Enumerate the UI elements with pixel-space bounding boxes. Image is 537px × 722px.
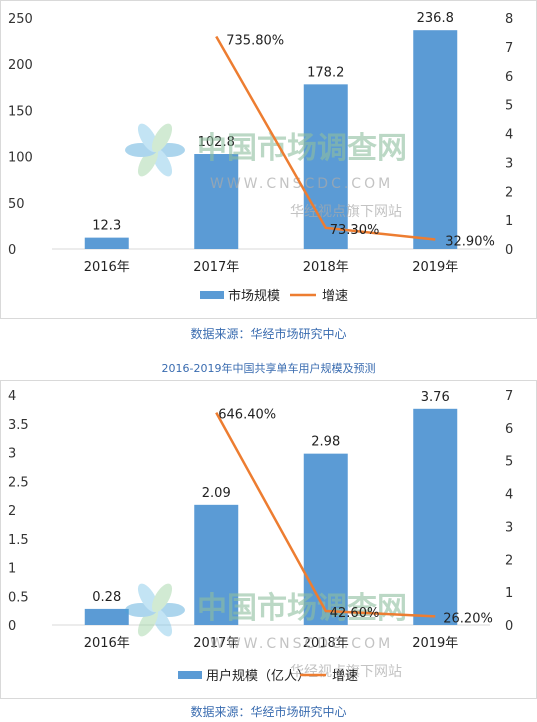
- y2-tick-label: 5: [505, 455, 513, 470]
- y2-tick-label: 8: [505, 12, 513, 27]
- watermark-brand: 中国市场调查网: [197, 131, 407, 166]
- watermark-slogan: 华经视点旗下网站: [290, 204, 402, 220]
- legend-label-bar: 市场规模: [228, 288, 280, 304]
- chart-2-panel: 0 0.5 1 1.5 2 2.5 3 3.5 4 0 1 2 3 4 5 6 7 0.28 2016年 2.09 20…: [0, 380, 537, 700]
- bar: [413, 408, 458, 625]
- line-value-label: 26.20%: [443, 611, 493, 626]
- chart-2-source: 数据来源：华经市场研究中心: [190, 705, 347, 719]
- y-tick-label: 1.5: [8, 533, 29, 548]
- line-value-label: 735.80%: [226, 34, 284, 49]
- legend-swatch-bar: [200, 291, 224, 299]
- chart-1: 0 50 100 150 200 250 0 1 2 3 4 5 6 7 8 12.3 2016年 102.8 20…: [0, 0, 537, 319]
- y2-tick-label: 7: [505, 389, 513, 404]
- y-tick-label: 250: [8, 12, 33, 27]
- watermark-logo: [125, 123, 185, 177]
- line-value-label: 42.60%: [330, 606, 380, 621]
- bar: [84, 237, 129, 249]
- y2-tick-label: 0: [505, 619, 513, 634]
- y-tick-label: 4: [8, 389, 16, 404]
- x-tick-label: 2016年: [84, 636, 130, 651]
- growth-line: [215, 412, 436, 618]
- bar-value-label: 2.09: [202, 486, 231, 501]
- y2-tick-label: 3: [505, 520, 513, 535]
- y-tick-label: 0: [8, 619, 16, 634]
- bar-value-label: 236.8: [417, 11, 454, 26]
- y-tick-label: 2: [8, 504, 16, 519]
- legend-swatch-bar: [178, 671, 202, 679]
- y2-tick-label: 5: [505, 99, 513, 114]
- bar-value-label: 178.2: [307, 65, 344, 80]
- line-value-label: 32.90%: [445, 235, 495, 250]
- chart-1-panel: 0 50 100 150 200 250 0 1 2 3 4 5 6 7 8 12.3 2016年 102.8 20…: [0, 0, 537, 320]
- watermark-logo: [125, 583, 185, 637]
- y2-tick-label: 1: [505, 214, 513, 229]
- y-tick-label: 0.5: [8, 590, 29, 605]
- legend-label-bar: 用户规模（亿人）: [206, 668, 310, 684]
- y-tick-label: 150: [8, 104, 33, 119]
- x-tick-label: 2018年: [303, 636, 349, 651]
- y2-tick-label: 4: [505, 128, 513, 143]
- x-tick-label: 2019年: [412, 636, 458, 651]
- y2-tick-label: 6: [505, 422, 513, 437]
- y-tick-label: 1: [8, 562, 16, 577]
- line-value-label: 646.40%: [218, 408, 276, 423]
- watermark-brand: 中国市场调查网: [197, 591, 407, 626]
- legend-label-line: 增速: [322, 289, 348, 304]
- watermark-url: WWW.CNSCDC.COM: [210, 636, 393, 652]
- bar: [413, 30, 458, 249]
- y-tick-label: 50: [8, 197, 25, 212]
- line-value-label: 73.30%: [330, 223, 380, 238]
- chart-2: 0 0.5 1 1.5 2 2.5 3 3.5 4 0 1 2 3 4 5 6 7 0.28 2016年 2.09 20…: [0, 380, 537, 699]
- bar-value-label: 102.8: [198, 135, 235, 150]
- x-tick-label: 2016年: [84, 260, 130, 275]
- y-tick-label: 100: [8, 151, 33, 166]
- bar: [194, 504, 239, 625]
- y2-tick-label: 4: [505, 488, 513, 503]
- y2-tick-label: 0: [505, 243, 513, 258]
- y2-tick-label: 2: [505, 185, 513, 200]
- y2-tick-label: 1: [505, 586, 513, 601]
- y2-tick-label: 2: [505, 553, 513, 568]
- growth-line: [215, 35, 436, 241]
- x-tick-label: 2017年: [193, 636, 239, 651]
- bar-value-label: 0.28: [92, 590, 121, 605]
- y-tick-label: 200: [8, 58, 33, 73]
- x-tick-label: 2018年: [303, 260, 349, 275]
- x-tick-label: 2017年: [193, 260, 239, 275]
- bar-value-label: 12.3: [92, 219, 121, 234]
- y-tick-label: 2.5: [8, 475, 29, 490]
- legend-label-line: 增速: [332, 669, 358, 684]
- y-tick-label: 3: [8, 447, 16, 462]
- y2-tick-label: 7: [505, 41, 513, 56]
- bar: [303, 84, 348, 249]
- bar: [84, 608, 129, 625]
- chart-1-source: 数据来源：华经市场研究中心: [190, 327, 347, 341]
- y-tick-label: 0: [8, 243, 16, 258]
- chart-2-title: 2016-2019年中国共享单车用户规模及预测: [161, 362, 376, 375]
- x-tick-label: 2019年: [412, 260, 458, 275]
- y-tick-label: 3.5: [8, 418, 29, 433]
- bar-value-label: 3.76: [421, 390, 450, 405]
- bar-value-label: 2.98: [311, 435, 340, 450]
- y2-tick-label: 6: [505, 70, 513, 85]
- bar: [194, 154, 239, 249]
- bar: [303, 453, 348, 625]
- y2-tick-label: 3: [505, 156, 513, 171]
